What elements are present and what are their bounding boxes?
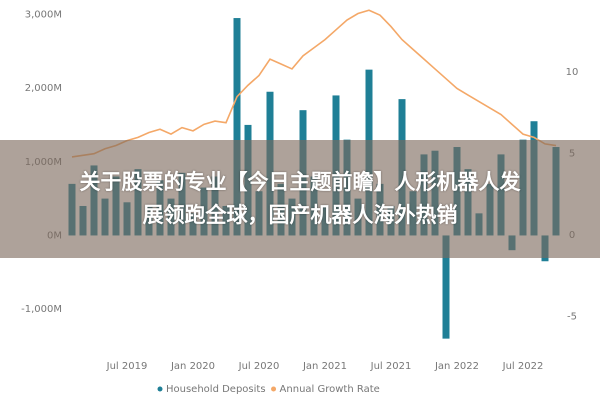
bar [233, 18, 241, 236]
x-tick-label: Jan 2021 [302, 361, 347, 372]
headline-banner: 关于股票的专业【今日主题前瞻】人形机器人发 展领跑全球，国产机器人海外热销 [0, 140, 600, 258]
legend-marker [271, 386, 277, 392]
y-tick-label: -1,000M [21, 304, 62, 315]
x-tick-label: Jul 2020 [238, 361, 280, 372]
y-tick-label: 3,000M [25, 9, 62, 20]
legend-label: Household Deposits [166, 384, 266, 395]
x-tick-label: Jan 2022 [434, 361, 479, 372]
line-series [71, 9, 557, 158]
bar [442, 235, 450, 339]
headline-line: 展领跑全球，国产机器人海外热销 [142, 203, 458, 227]
headline-line: 关于股票的专业【今日主题前瞻】人形机器人发 [79, 170, 521, 194]
y2-tick-label: -5 [567, 312, 577, 323]
y-tick-label: 2,000M [25, 83, 62, 94]
x-tick-label: Jul 2021 [370, 361, 412, 372]
legend-marker [157, 386, 163, 392]
x-tick-label: Jul 2022 [502, 361, 544, 372]
legend-label: Annual Growth Rate [280, 384, 380, 395]
x-tick-label: Jan 2020 [170, 361, 215, 372]
x-tick-label: Jul 2019 [106, 361, 148, 372]
y2-tick-label: 10 [566, 67, 579, 78]
